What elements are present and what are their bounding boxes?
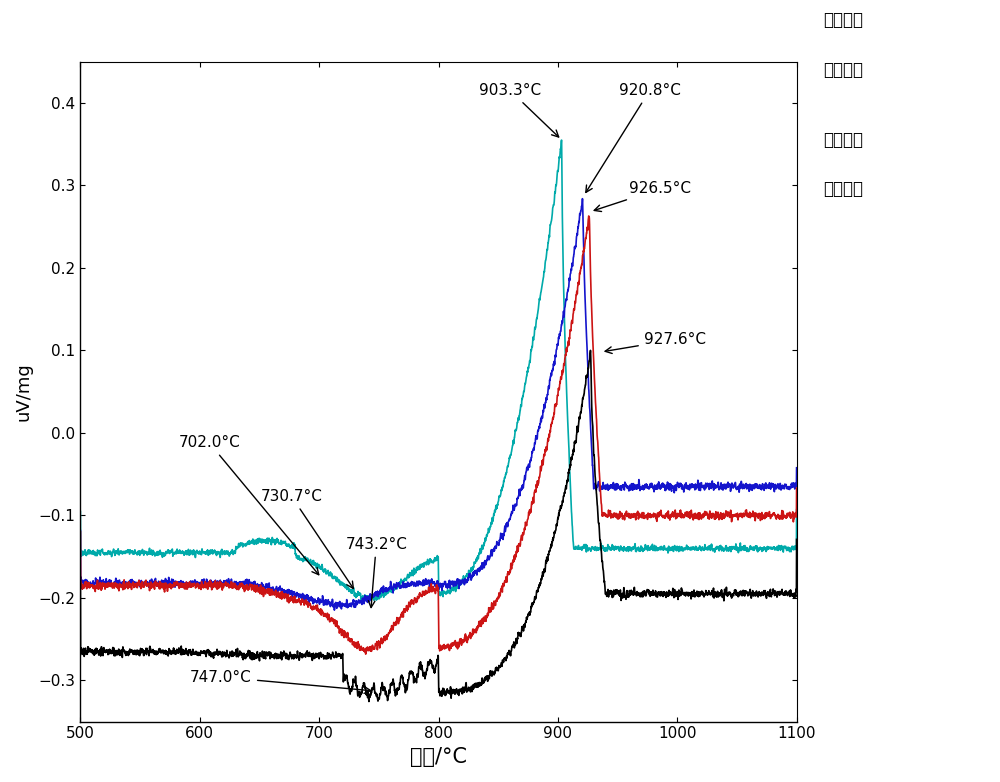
Text: 903.3°C: 903.3°C xyxy=(479,83,559,137)
Text: 730.7°C: 730.7°C xyxy=(261,489,353,589)
Text: 实施例二: 实施例二 xyxy=(823,61,863,79)
Text: 743.2°C: 743.2°C xyxy=(345,536,407,608)
Text: 927.6°C: 927.6°C xyxy=(605,332,706,353)
Text: 747.0°C: 747.0°C xyxy=(190,669,371,694)
Text: 926.5°C: 926.5°C xyxy=(594,181,691,211)
Y-axis label: uV/mg: uV/mg xyxy=(15,362,33,421)
Text: 920.8°C: 920.8°C xyxy=(586,83,681,192)
X-axis label: 温度/°C: 温度/°C xyxy=(410,747,467,767)
Text: 实施例四: 实施例四 xyxy=(823,181,863,199)
Text: 实施例一: 实施例一 xyxy=(823,12,863,30)
Text: 702.0°C: 702.0°C xyxy=(178,436,319,575)
Text: 实施例三: 实施例三 xyxy=(823,131,863,149)
